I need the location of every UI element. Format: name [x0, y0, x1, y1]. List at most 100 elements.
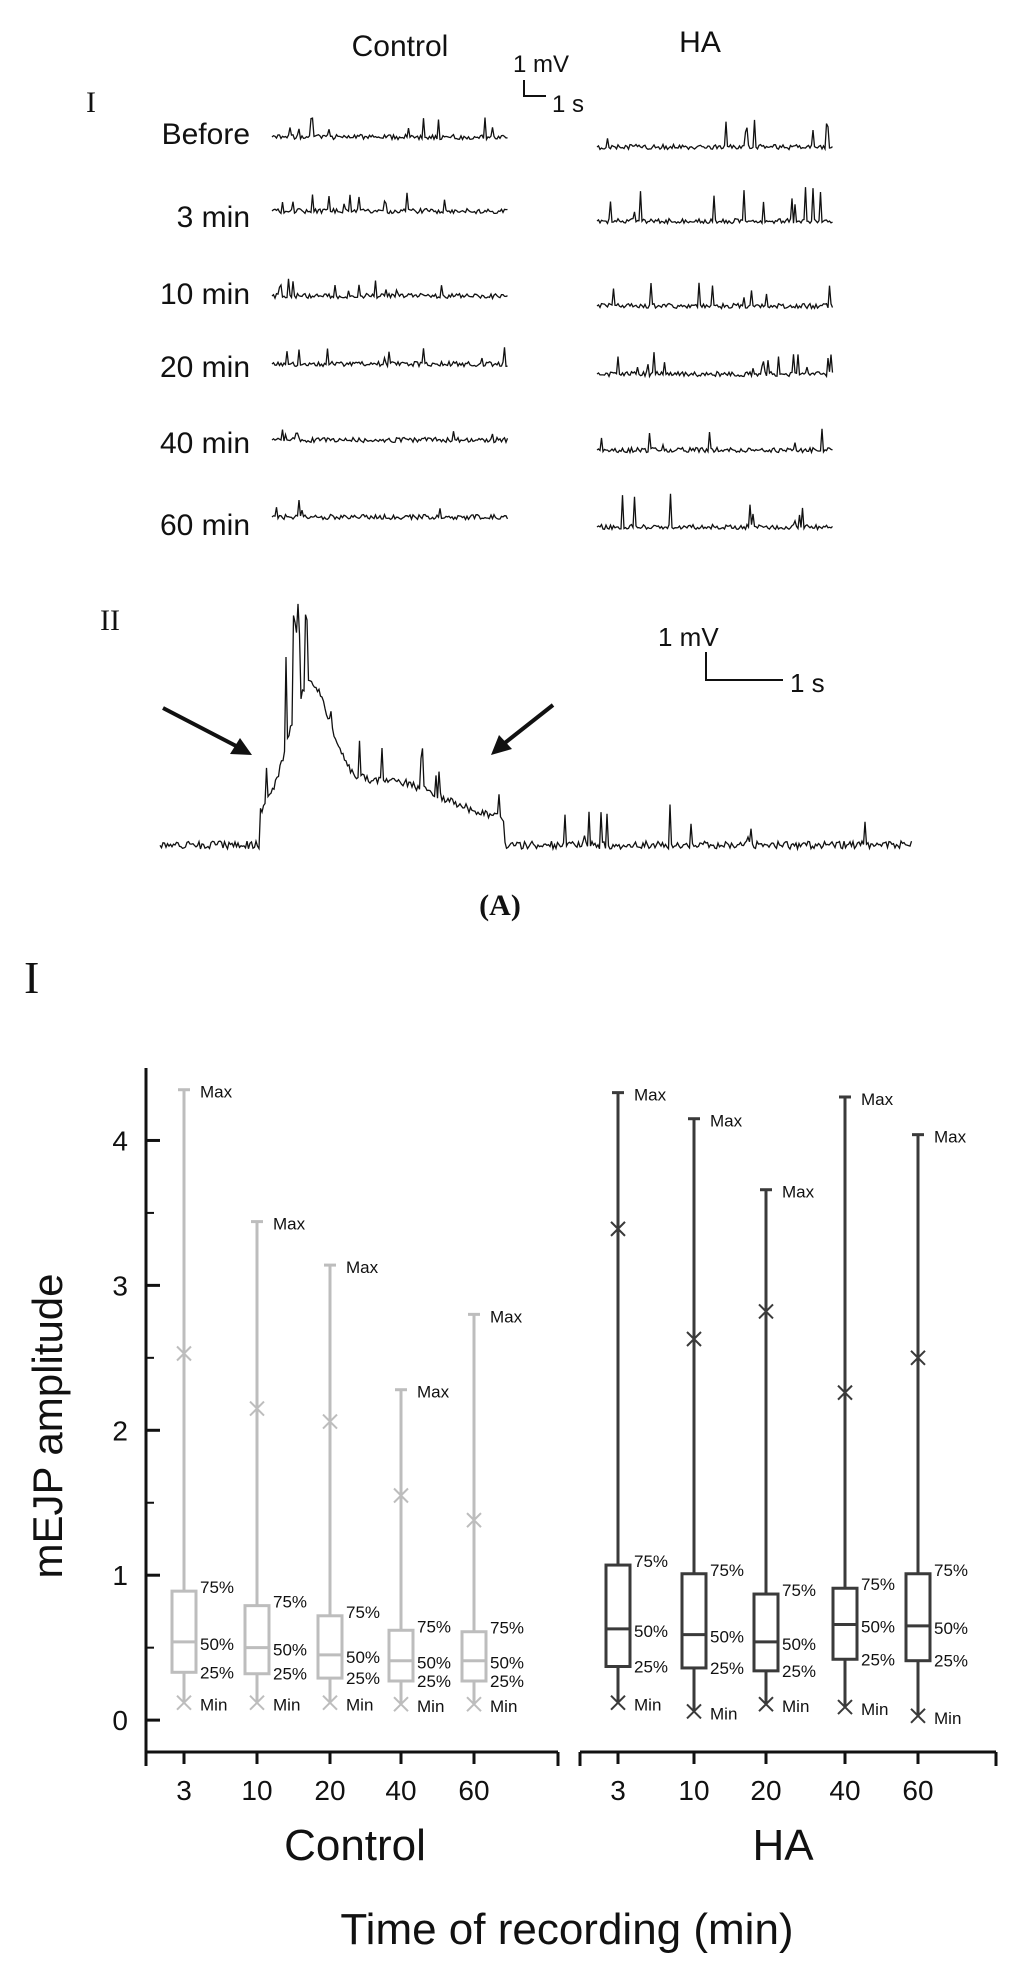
iqr-box	[243, 1604, 271, 1676]
iqr-box	[170, 1589, 198, 1674]
scale-bar-large-mv-label: 1 mV	[658, 622, 719, 652]
mean-marker	[322, 1413, 338, 1430]
row-label-1: 3 min	[177, 201, 250, 234]
iqr-box	[604, 1563, 632, 1669]
box-ha-10: Max 75% 50% 25% Min	[680, 1112, 744, 1723]
mean-marker	[837, 1384, 853, 1401]
max-label: Max	[861, 1090, 894, 1109]
panel-a-caption: (A)	[479, 889, 521, 922]
mejp-traces	[159, 117, 913, 852]
p75-label: 75%	[490, 1619, 524, 1638]
min-marker	[686, 1703, 702, 1720]
p25-label: 25%	[710, 1659, 744, 1678]
control-trace-2	[271, 278, 508, 301]
box-ha-40: Max 75% 50% 25% Min	[831, 1090, 895, 1719]
control-trace-1	[271, 192, 508, 215]
row-label-2: 10 min	[160, 278, 250, 311]
mean-marker	[466, 1512, 482, 1528]
p75-label: 75%	[634, 1552, 668, 1571]
min-marker	[758, 1696, 774, 1712]
x-tick-label: 20	[314, 1775, 345, 1806]
y-axis-label: mEJP amplitude	[24, 1273, 71, 1578]
p75-label: 75%	[346, 1603, 380, 1622]
scale-bar-large: 1 mV 1 s	[658, 622, 825, 698]
group-label-control: Control	[284, 1821, 426, 1870]
iqr-box	[752, 1592, 780, 1673]
p75-label: 75%	[861, 1575, 895, 1594]
ha-trace-5	[596, 493, 833, 532]
y-tick-label: 4	[112, 1125, 128, 1156]
max-label: Max	[417, 1383, 450, 1402]
iqr-box	[460, 1630, 488, 1683]
y-tick-label: 1	[112, 1560, 128, 1591]
mean-marker	[686, 1331, 702, 1347]
x-tick-label: 60	[902, 1775, 933, 1806]
min-label: Min	[417, 1697, 444, 1716]
x-tick-label: 40	[829, 1775, 860, 1806]
min-marker	[610, 1695, 626, 1711]
p75-label: 75%	[417, 1617, 451, 1636]
box-chart: mEJP amplitude Control HA Time of record…	[24, 1068, 998, 1954]
min-marker	[837, 1699, 853, 1715]
arrow-left-shaft	[162, 706, 241, 750]
box-control-60: Max 75% 50%25% Min	[460, 1307, 524, 1716]
max-label: Max	[710, 1112, 743, 1131]
panel-a-section-i-label: I	[86, 86, 96, 119]
p50-label: 50%	[634, 1622, 668, 1641]
box-control-40: Max 75% 50%25% Min	[387, 1383, 451, 1716]
panel-b-section-label: I	[24, 952, 39, 1003]
arrow-left-head	[230, 738, 252, 755]
p50-label: 50%	[934, 1619, 968, 1638]
p25-label: 25%	[346, 1669, 380, 1688]
box-ha-60: Max 75% 50% 25% Min	[904, 1128, 968, 1728]
p50-label: 50%	[782, 1635, 816, 1654]
min-label: Min	[200, 1696, 227, 1715]
p25-label: 25%	[934, 1652, 968, 1671]
row-label-5: 60 min	[160, 509, 250, 542]
expanded-trace	[159, 603, 913, 852]
scale-bar-small-mv-label: 1 mV	[513, 51, 569, 78]
min-label: Min	[346, 1696, 373, 1715]
x-tick-label: 60	[458, 1775, 489, 1806]
p75-label: 75%	[710, 1561, 744, 1580]
x-tick-label: 10	[678, 1775, 709, 1806]
p50-label: 50%	[710, 1628, 744, 1647]
min-label: Min	[490, 1697, 517, 1716]
p25-label: 25%	[782, 1662, 816, 1681]
min-label: Min	[934, 1709, 961, 1728]
min-marker	[176, 1695, 192, 1711]
box-control-10: Max 75% 50% 25% Min	[243, 1215, 307, 1715]
scale-bar-large-s-label: 1 s	[790, 668, 825, 698]
control-trace-3	[271, 347, 508, 369]
mean-marker	[249, 1400, 265, 1417]
x-tick-label: 3	[176, 1775, 192, 1806]
ha-trace-3	[596, 352, 834, 379]
iqr-box	[316, 1614, 344, 1680]
x-axis-label: Time of recording (min)	[340, 1905, 793, 1954]
box-control-3: Max 75% 50% 25% Min	[170, 1083, 234, 1715]
box-ha-3: Max 75% 50% 25% Min	[604, 1086, 668, 1715]
p25-label: 25%	[861, 1650, 895, 1669]
p75-label: 75%	[934, 1561, 968, 1580]
arrow-right-head	[491, 735, 512, 755]
scale-bar-small: 1 mV 1 s	[513, 51, 584, 118]
arrow-right	[491, 703, 555, 755]
row-label-0: Before	[162, 118, 250, 151]
max-label: Max	[634, 1086, 667, 1105]
ha-trace-0	[596, 119, 833, 152]
min-marker	[910, 1708, 926, 1724]
min-marker	[466, 1696, 482, 1712]
x-tick-label: 3	[610, 1775, 626, 1806]
min-marker	[322, 1695, 338, 1711]
mean-marker	[176, 1345, 192, 1362]
min-label: Min	[782, 1697, 809, 1716]
min-label: Min	[710, 1704, 737, 1723]
control-trace-0	[271, 117, 508, 142]
row-label-4: 40 min	[160, 427, 250, 460]
ha-trace-2	[596, 282, 834, 310]
min-label: Min	[273, 1696, 300, 1715]
row-label-3: 20 min	[160, 351, 250, 384]
p25-label: 25%	[417, 1672, 451, 1691]
arrow-right-shaft	[499, 703, 555, 748]
